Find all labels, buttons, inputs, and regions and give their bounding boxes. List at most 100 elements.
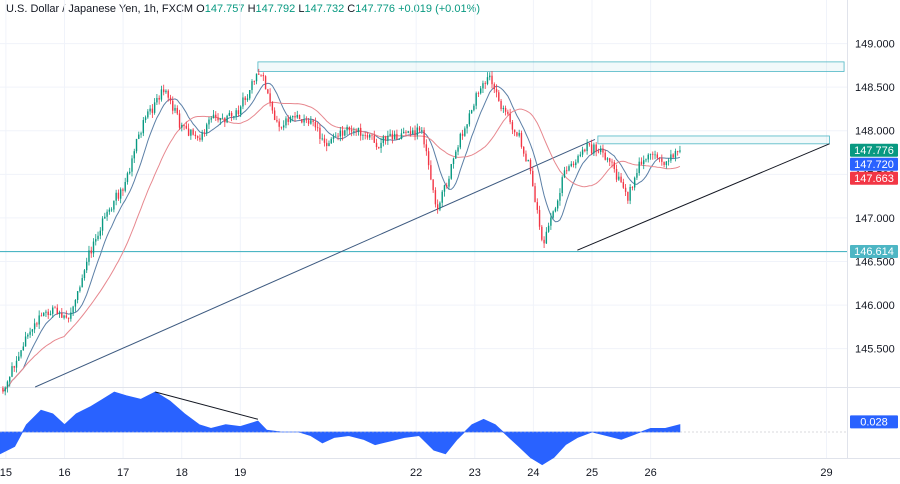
candle	[629, 184, 631, 205]
candle	[432, 179, 434, 193]
candle	[260, 74, 262, 77]
candle	[126, 171, 129, 185]
candle-body	[396, 133, 398, 140]
candle	[622, 178, 625, 189]
candle	[70, 307, 72, 322]
candle-body	[11, 366, 13, 377]
candle	[149, 105, 151, 115]
candle	[31, 328, 34, 336]
candle	[282, 120, 285, 131]
candle	[441, 189, 443, 207]
candle	[403, 127, 405, 134]
price-tags: 147.776 147.720 147.663 146.614 0.028	[850, 143, 898, 429]
candle	[196, 135, 199, 141]
candle-body	[459, 133, 462, 148]
price-tag-bg	[850, 171, 898, 185]
candle	[36, 321, 38, 327]
candle-body	[355, 131, 357, 132]
candle-body	[624, 187, 627, 192]
candle-body	[264, 76, 267, 90]
candle	[378, 146, 380, 150]
candle-body	[439, 202, 441, 210]
candle-body	[409, 131, 412, 134]
candle	[649, 153, 652, 160]
candle	[90, 246, 92, 258]
candle-body	[572, 163, 575, 166]
candle	[464, 126, 466, 137]
candle-body	[303, 119, 305, 123]
candle	[38, 310, 40, 329]
candle-body	[174, 107, 176, 111]
candle-body	[296, 114, 298, 118]
candle-body	[568, 166, 570, 171]
candle-body	[509, 113, 511, 123]
candle-body	[633, 177, 636, 188]
candle	[273, 107, 276, 121]
candle-body	[278, 121, 280, 127]
candle	[663, 161, 665, 168]
candle-body	[319, 127, 321, 139]
candle	[29, 327, 31, 338]
candle	[473, 103, 475, 112]
candle-body	[337, 135, 339, 137]
candle	[326, 138, 328, 152]
candle-body	[373, 135, 375, 143]
candle	[661, 154, 663, 166]
candle-body	[350, 130, 353, 132]
candle-body	[475, 93, 477, 106]
candle-body	[239, 106, 242, 115]
candle	[301, 119, 303, 124]
candle-body	[117, 192, 120, 199]
candle-body	[56, 307, 58, 315]
candle-body	[276, 120, 278, 122]
candle	[61, 308, 63, 318]
candle-body	[95, 239, 97, 242]
candle-body	[348, 126, 351, 131]
candle-body	[448, 178, 450, 187]
candle-body	[101, 218, 104, 231]
candle-body	[380, 142, 382, 149]
candle-body	[20, 350, 22, 357]
price-tag: 147.720	[850, 157, 898, 171]
candle	[131, 155, 133, 177]
candle	[9, 376, 11, 387]
candle-body	[285, 118, 287, 126]
price-tag: 147.776	[850, 143, 898, 157]
candle-body	[654, 154, 656, 156]
candle-body	[602, 148, 604, 153]
open-label: O	[196, 3, 205, 15]
candle	[665, 161, 668, 169]
price-tick-label: 147.000	[855, 213, 895, 225]
candle-body	[316, 127, 319, 129]
candle-body	[638, 161, 640, 174]
candle	[584, 148, 586, 153]
candle-body	[167, 90, 169, 98]
candle	[439, 201, 441, 212]
candle	[414, 125, 416, 141]
candle	[545, 227, 548, 245]
candle-body	[457, 147, 459, 152]
candle	[640, 157, 643, 166]
candle	[242, 92, 244, 110]
candle	[636, 168, 638, 180]
candle	[312, 119, 314, 127]
candle	[79, 285, 81, 293]
candle-body	[606, 158, 609, 160]
candle-body	[570, 163, 572, 167]
candle	[99, 227, 101, 240]
candle-body	[312, 120, 314, 122]
divergence-line	[155, 391, 259, 420]
candle-body	[233, 116, 235, 118]
candle-body	[106, 211, 108, 217]
candle	[556, 199, 559, 212]
candle-body	[575, 162, 577, 166]
price-tag-label: 147.776	[854, 145, 894, 157]
candle	[511, 119, 514, 135]
candle	[446, 182, 448, 189]
low-value: 147.732	[304, 3, 345, 15]
candle-body	[129, 171, 131, 174]
candle	[158, 95, 160, 105]
candle	[54, 305, 56, 309]
candle	[588, 142, 591, 147]
